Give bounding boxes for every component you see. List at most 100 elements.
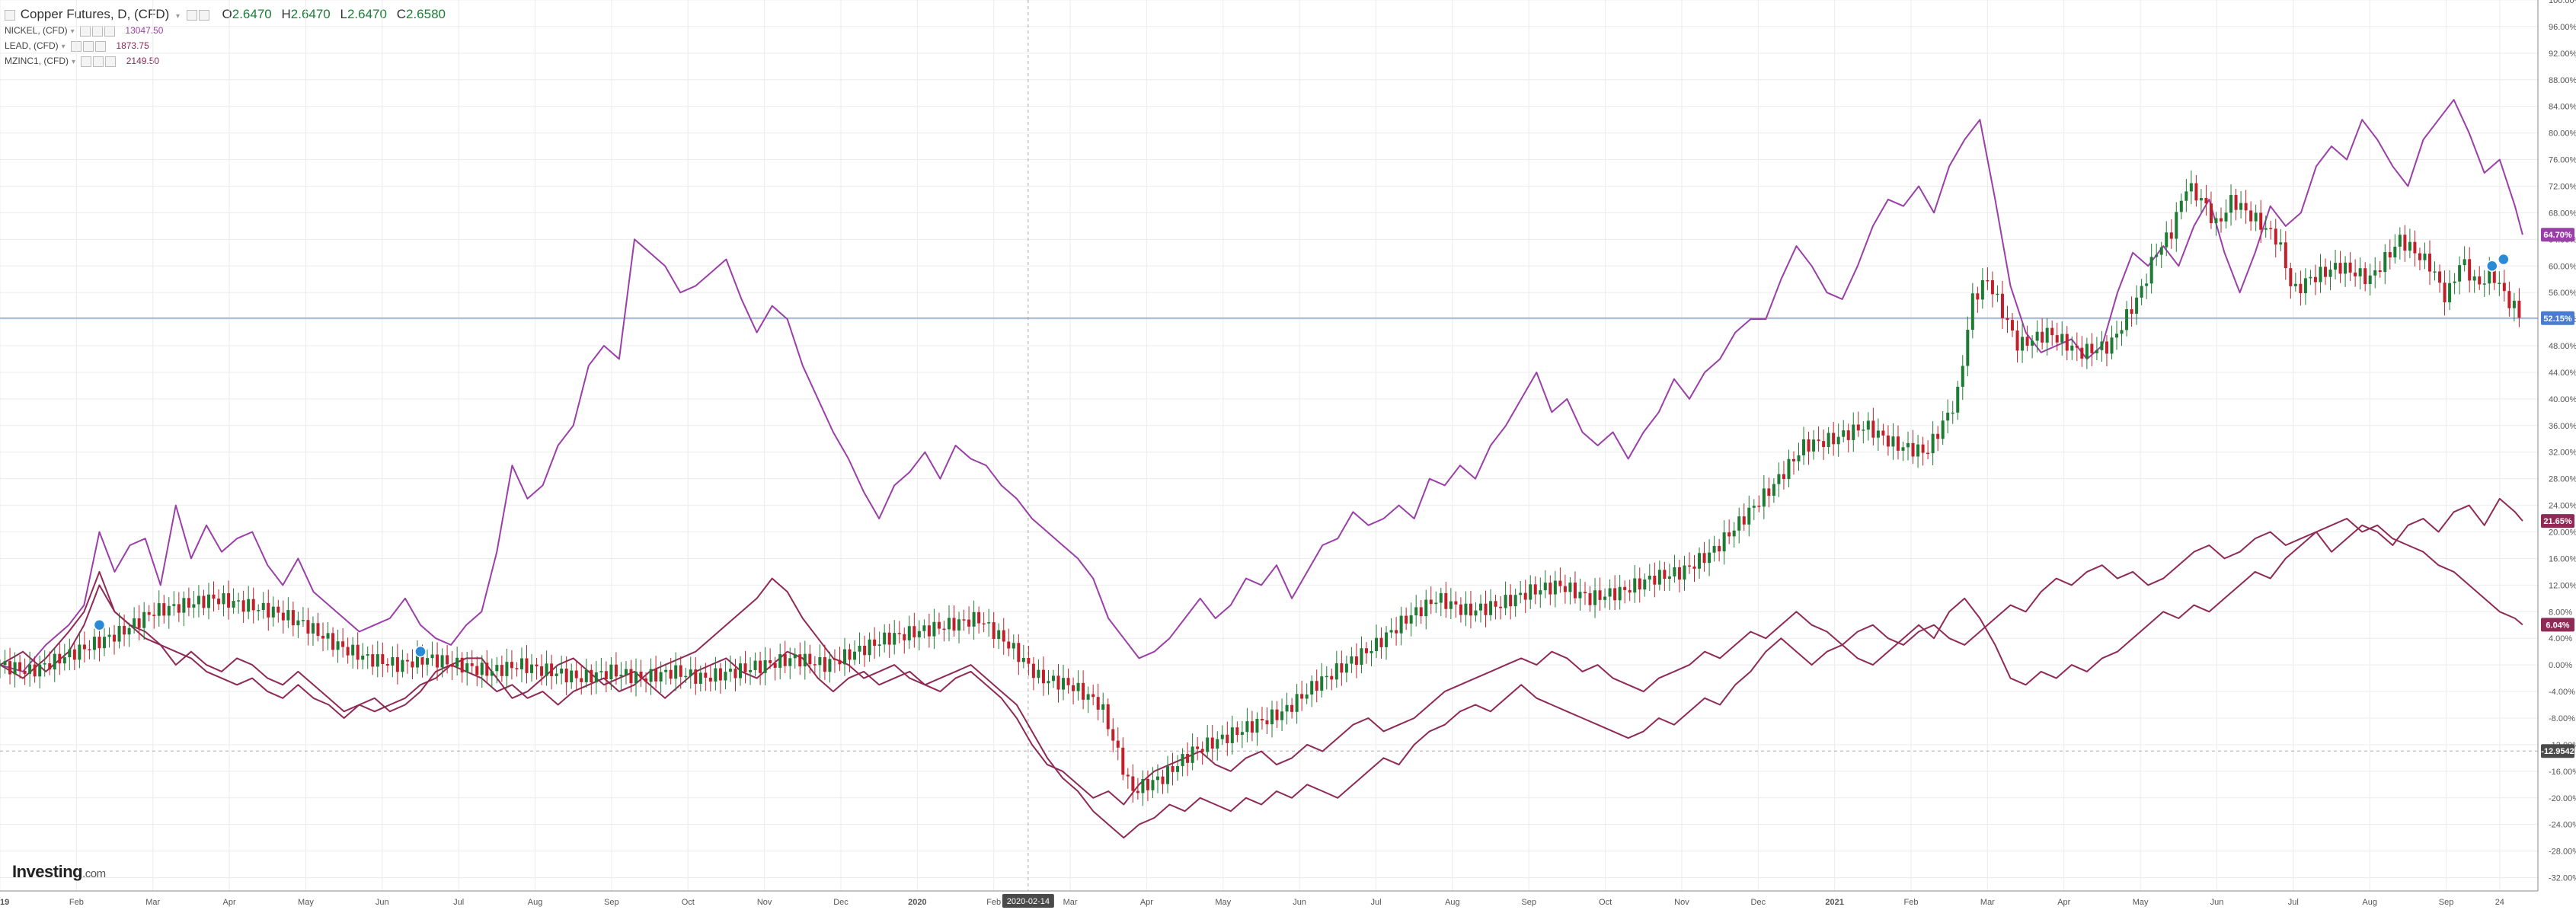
candle-body [2427, 254, 2431, 272]
candle-body [460, 657, 464, 673]
candle-body [2299, 283, 2303, 294]
y-tick-label: -8.00% [2549, 714, 2575, 723]
remove-icon[interactable] [105, 56, 117, 67]
chevron-down-icon[interactable]: ▾ [70, 27, 75, 36]
candle-body [2220, 218, 2223, 222]
x-tick-label: 2020 [908, 898, 926, 907]
hide-icon[interactable] [92, 25, 104, 37]
candle-body [2041, 331, 2044, 343]
candle-body [942, 628, 946, 631]
hide-icon[interactable] [93, 56, 104, 67]
event-marker-icon[interactable] [414, 645, 427, 658]
candle-body [783, 654, 787, 666]
candle-body [698, 672, 702, 684]
candle-body [912, 626, 916, 637]
candle-body [490, 671, 494, 676]
candle-body [2498, 283, 2501, 284]
candle-body [555, 673, 558, 676]
remove-icon[interactable] [95, 40, 107, 52]
legend-row-value: 13047.50 [125, 25, 164, 36]
candle-body [2303, 278, 2307, 294]
candle-body [1021, 657, 1025, 663]
event-marker-icon[interactable] [2498, 253, 2510, 266]
collapse-toggle[interactable] [5, 9, 15, 21]
candle-body [828, 659, 832, 672]
candle-body [1563, 586, 1567, 592]
candle-body [2259, 212, 2263, 230]
event-marker-icon[interactable] [93, 618, 106, 631]
candle-body [251, 599, 255, 611]
candle-body [1041, 669, 1045, 684]
x-tick-label: Nov [757, 898, 772, 907]
x-tick-label: Mar [145, 898, 160, 907]
candle-body [1951, 412, 1954, 414]
candle-body [485, 663, 489, 676]
candle-body [773, 663, 777, 668]
y-tick-label: 40.00% [2549, 395, 2576, 404]
last-value-badge-label: 6.04% [2546, 621, 2569, 630]
legend-row-nickel[interactable]: NICKEL, (CFD) ▾ 13047.50 [5, 23, 452, 38]
candle-body [1325, 675, 1328, 678]
candle-body [2015, 330, 2019, 351]
candle-body [1533, 584, 1537, 595]
candle-body [1206, 737, 1210, 752]
candle-body [2393, 246, 2397, 258]
chevron-down-icon[interactable]: ▾ [61, 43, 66, 51]
candle-body [1151, 780, 1155, 790]
candle-body [1056, 675, 1060, 690]
candle-body [1990, 279, 1994, 295]
candle-body [907, 626, 911, 640]
candle-body [475, 666, 479, 675]
candle-body [708, 677, 712, 682]
candle-body [1842, 430, 1846, 437]
candle-body [167, 605, 171, 616]
settings-icon[interactable] [80, 25, 91, 37]
candle-body [922, 625, 926, 631]
candle-body [78, 644, 81, 660]
hide-icon[interactable] [198, 9, 209, 21]
x-tick-label: Aug [528, 898, 543, 907]
candle-body [947, 618, 951, 630]
candle-body [763, 660, 767, 673]
candle-body [1334, 663, 1338, 680]
candle-body [932, 621, 936, 637]
candle-body [2328, 270, 2332, 277]
hide-icon[interactable] [83, 40, 94, 52]
candle-body [1047, 681, 1050, 684]
candle-body [1235, 727, 1239, 736]
candle-body [1186, 754, 1190, 763]
last-value-badge: 21.65% [2541, 514, 2574, 528]
candle-body [1344, 663, 1348, 673]
legend-row-mzinc1[interactable]: MZINC1, (CFD) ▾ 2149.50 [5, 53, 452, 69]
candle-body [401, 659, 404, 672]
chevron-down-icon[interactable]: ▾ [72, 58, 76, 66]
candle-body [1479, 603, 1483, 611]
candle-body [306, 620, 310, 634]
event-marker-icon[interactable] [2486, 260, 2498, 273]
candle-body [480, 663, 484, 675]
candle-body [1519, 592, 1523, 595]
candle-body [2189, 183, 2193, 192]
remove-icon[interactable] [104, 25, 116, 37]
candle-body [202, 595, 206, 608]
candle-body [987, 622, 991, 624]
candle-body [1171, 766, 1175, 772]
candle-body [286, 610, 290, 621]
candle-body [1782, 474, 1785, 480]
settings-icon[interactable] [81, 56, 92, 67]
candle-body [1007, 641, 1011, 649]
ohlc-close: 2.6580 [405, 7, 446, 21]
candle-body [1300, 694, 1304, 699]
candle-body [426, 658, 430, 665]
candle-body [654, 669, 658, 682]
candle-body [704, 672, 708, 678]
candle-body [1111, 729, 1115, 741]
candle-body [818, 657, 822, 666]
chevron-down-icon[interactable]: ▾ [176, 12, 181, 21]
y-tick-label: 28.00% [2549, 475, 2576, 484]
candle-body [1449, 601, 1453, 609]
settings-icon[interactable] [186, 9, 197, 21]
candle-body [1066, 678, 1070, 685]
candle-body [371, 654, 375, 667]
